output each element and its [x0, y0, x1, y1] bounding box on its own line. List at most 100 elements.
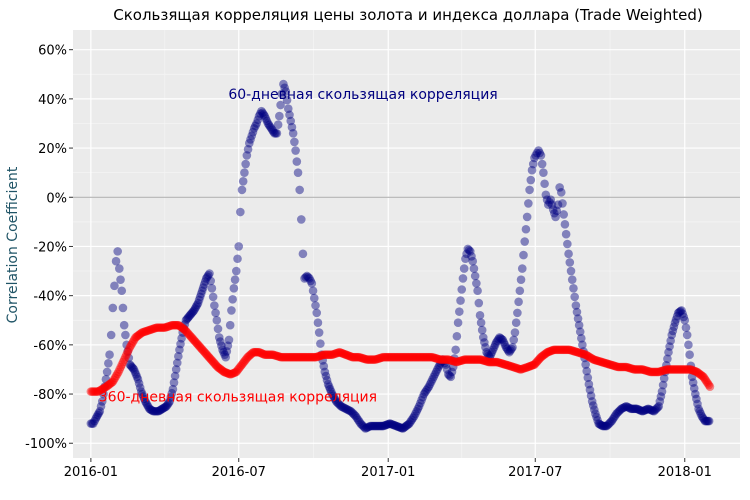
- data-point: [146, 325, 155, 334]
- data-point: [132, 372, 142, 382]
- y-axis: -100% -80% -60% -40% -20% 0% 20% 40% 60%: [25, 44, 73, 452]
- data-point: [284, 352, 294, 362]
- data-point: [401, 352, 410, 362]
- data-point: [430, 370, 440, 379]
- data-point: [216, 365, 226, 374]
- data-point: [326, 350, 336, 359]
- data-point: [507, 344, 516, 354]
- data-point: [372, 421, 382, 431]
- data-point: [391, 352, 401, 362]
- data-point: [663, 365, 673, 374]
- data-point: [504, 347, 514, 357]
- data-point: [548, 205, 558, 214]
- data-point: [414, 402, 424, 411]
- data-point: [298, 249, 308, 259]
- data-point: [539, 168, 548, 177]
- data-point: [355, 417, 364, 427]
- data-point: [553, 200, 563, 209]
- data-point: [252, 119, 261, 128]
- y-tick-label: 60%: [38, 44, 67, 59]
- data-point: [105, 379, 114, 389]
- data-point: [185, 311, 195, 320]
- data-point: [625, 403, 635, 413]
- data-point: [148, 324, 158, 334]
- data-point: [559, 210, 568, 219]
- data-point: [536, 352, 546, 362]
- data-point: [494, 334, 503, 344]
- data-point: [260, 111, 270, 121]
- data-point: [326, 387, 336, 396]
- data-point: [628, 364, 638, 374]
- data-point: [669, 322, 679, 332]
- data-point: [355, 353, 365, 362]
- data-point: [124, 353, 134, 363]
- data-point: [134, 330, 144, 340]
- data-point: [309, 293, 319, 303]
- data-point: [546, 346, 556, 356]
- data-point: [204, 270, 213, 280]
- data-point: [610, 361, 619, 371]
- data-point: [489, 343, 499, 352]
- data-point: [237, 185, 247, 195]
- data-point: [386, 352, 395, 362]
- data-point: [346, 352, 355, 361]
- data-point: [428, 374, 437, 384]
- data-point: [614, 406, 624, 416]
- data-point: [144, 402, 153, 412]
- data-point: [398, 352, 408, 362]
- data-point: [655, 397, 665, 406]
- data-point: [532, 357, 541, 367]
- data-point: [246, 349, 256, 359]
- data-point: [571, 301, 581, 310]
- data-point: [119, 320, 129, 330]
- data-point: [543, 347, 552, 357]
- data-point: [540, 179, 549, 189]
- data-point: [126, 361, 136, 371]
- data-point: [496, 358, 505, 368]
- data-point: [116, 275, 125, 284]
- data-point: [572, 307, 582, 317]
- data-point: [224, 369, 233, 378]
- data-point: [167, 388, 177, 398]
- data-point: [146, 405, 155, 414]
- data-point: [499, 359, 509, 369]
- data-point: [136, 387, 146, 396]
- data-point: [453, 318, 463, 328]
- data-point: [445, 371, 454, 380]
- data-point: [279, 352, 288, 362]
- data-point: [466, 355, 475, 364]
- data-point: [174, 352, 183, 361]
- data-point: [701, 416, 711, 426]
- data-point: [564, 249, 573, 259]
- data-point: [638, 406, 647, 416]
- data-point: [666, 365, 675, 374]
- data-point: [447, 356, 457, 365]
- data-point: [598, 421, 607, 431]
- data-point: [259, 110, 268, 119]
- data-point: [593, 415, 602, 425]
- data-point: [230, 368, 240, 377]
- data-point: [265, 122, 275, 132]
- data-point: [493, 358, 503, 367]
- data-point: [705, 382, 715, 391]
- data-point: [317, 351, 327, 360]
- data-point: [477, 325, 487, 335]
- data-point: [192, 300, 202, 310]
- data-point: [310, 352, 320, 362]
- data-point: [335, 347, 344, 357]
- data-point: [406, 352, 416, 362]
- data-point: [606, 360, 616, 370]
- data-point: [333, 348, 343, 357]
- data-point: [379, 421, 388, 431]
- x-tick-label: 2016-01: [64, 465, 118, 480]
- data-point: [472, 279, 481, 288]
- data-point: [304, 352, 314, 362]
- data-point: [219, 347, 228, 357]
- data-point: [143, 400, 152, 410]
- data-point: [599, 358, 609, 368]
- data-point: [642, 405, 652, 414]
- data-point: [142, 398, 151, 408]
- data-point: [402, 420, 412, 430]
- data-point: [514, 297, 523, 307]
- data-point: [579, 349, 588, 359]
